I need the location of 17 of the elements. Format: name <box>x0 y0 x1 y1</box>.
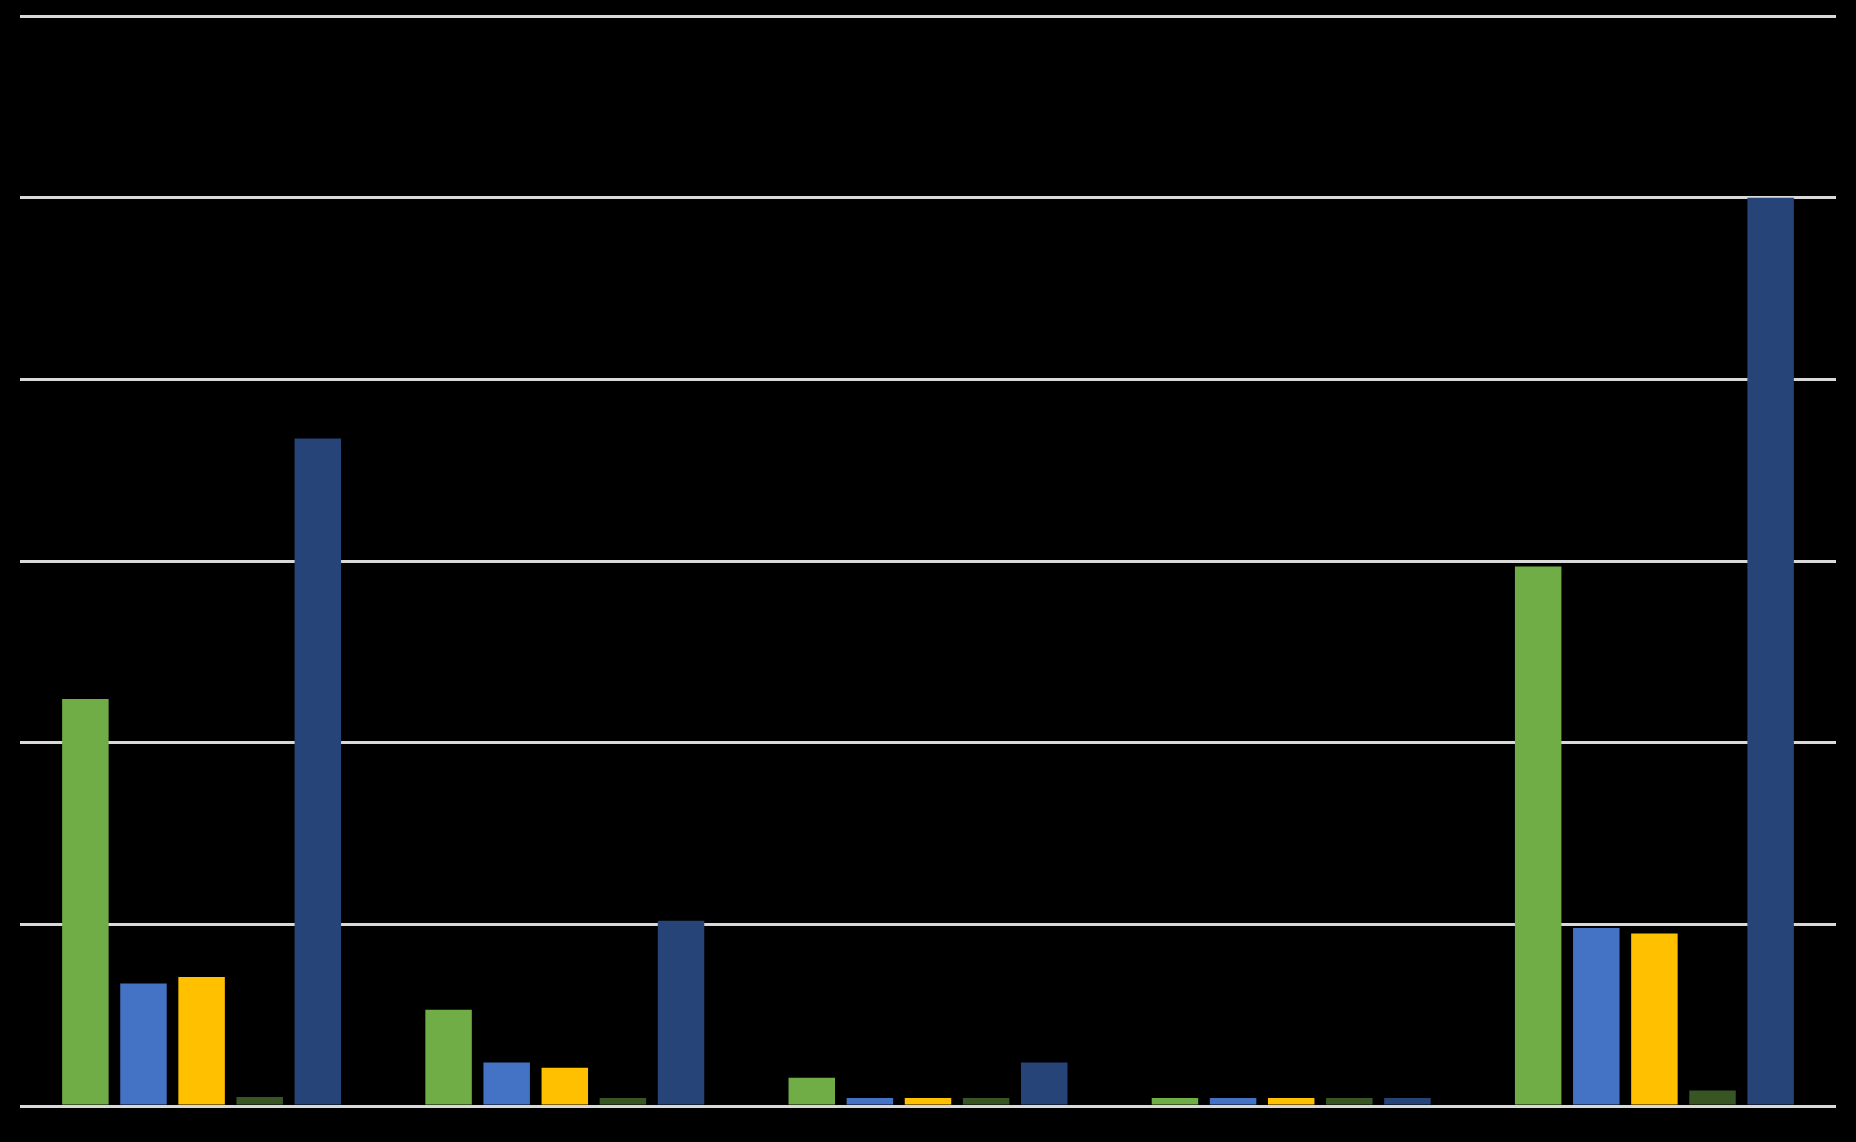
bar <box>425 1009 472 1105</box>
bar <box>483 1062 530 1105</box>
bar <box>236 1096 283 1105</box>
bar <box>541 1067 589 1105</box>
bar <box>62 699 109 1105</box>
bar <box>1020 1062 1068 1105</box>
bar <box>1573 927 1620 1105</box>
bar <box>1514 566 1562 1105</box>
bar <box>1631 933 1678 1105</box>
bar <box>846 1098 894 1105</box>
bar <box>120 983 167 1105</box>
bar <box>1747 197 1794 1105</box>
bar <box>788 1077 836 1105</box>
bar <box>178 977 225 1105</box>
bar <box>1689 1090 1736 1105</box>
bar <box>657 920 705 1105</box>
bar <box>294 438 342 1105</box>
